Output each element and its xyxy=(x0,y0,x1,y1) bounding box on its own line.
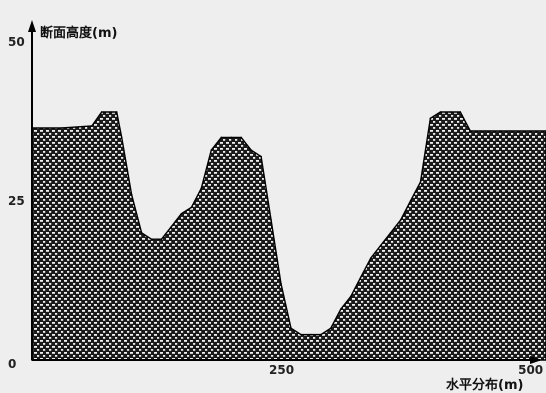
y-axis-arrow-icon xyxy=(28,20,36,32)
profile-point xyxy=(91,125,93,127)
profile-point xyxy=(439,111,442,113)
profile-point xyxy=(484,130,487,132)
y-tick-label: 25 xyxy=(8,194,25,208)
profile-point xyxy=(115,111,118,113)
profile-point xyxy=(310,333,312,336)
profile-point xyxy=(230,136,232,139)
profile-point xyxy=(100,111,103,113)
profile-point xyxy=(290,327,292,330)
profile-point xyxy=(350,295,352,298)
profile-point xyxy=(499,130,502,132)
profile-point xyxy=(150,238,153,240)
profile-point xyxy=(280,282,282,285)
profile-point xyxy=(160,238,163,240)
profile-point xyxy=(489,130,492,132)
profile-point xyxy=(130,193,133,196)
profile-point xyxy=(250,149,252,151)
profile-point xyxy=(409,200,412,202)
profile-point xyxy=(479,130,482,132)
profile-point xyxy=(389,232,392,234)
profile-point xyxy=(200,187,203,190)
area-layer xyxy=(31,111,546,361)
profile-point xyxy=(260,155,262,158)
profile-point xyxy=(379,244,382,247)
profile-point xyxy=(419,181,422,183)
y-axis-label: 断面高度(m) xyxy=(40,25,117,41)
profile-point xyxy=(369,257,372,260)
profile-point xyxy=(449,111,452,113)
terrain-area xyxy=(31,111,546,361)
profile-point xyxy=(110,111,113,113)
profile-point xyxy=(459,111,462,113)
profile-point xyxy=(320,333,322,336)
x-tick-label: 500 xyxy=(518,363,543,377)
profile-point xyxy=(190,206,193,209)
y-tick-label: 50 xyxy=(8,35,25,49)
x-axis-label: 水平分布(m) xyxy=(446,377,523,393)
y-tick-label: 0 xyxy=(8,357,16,371)
profile-point xyxy=(240,136,242,139)
x-axis-arrow-icon xyxy=(530,356,542,364)
profile-point xyxy=(180,212,183,215)
profile-point xyxy=(140,232,143,234)
profile-point xyxy=(120,136,123,139)
profile-point xyxy=(429,117,432,120)
profile-point xyxy=(330,327,332,330)
profile-point xyxy=(170,225,173,228)
profile-point xyxy=(399,219,402,221)
profile-point xyxy=(509,130,511,132)
profile-point xyxy=(469,130,472,132)
axis-layer: 0 25 50 250 500 xyxy=(8,20,543,377)
x-tick-label: 250 xyxy=(269,363,294,377)
profile-point xyxy=(220,136,223,139)
profile-point xyxy=(210,149,213,151)
profile-point xyxy=(300,333,302,336)
profile-point xyxy=(359,276,362,279)
profile-point xyxy=(340,308,342,310)
profile-point xyxy=(270,219,272,221)
profile-point xyxy=(61,127,63,129)
